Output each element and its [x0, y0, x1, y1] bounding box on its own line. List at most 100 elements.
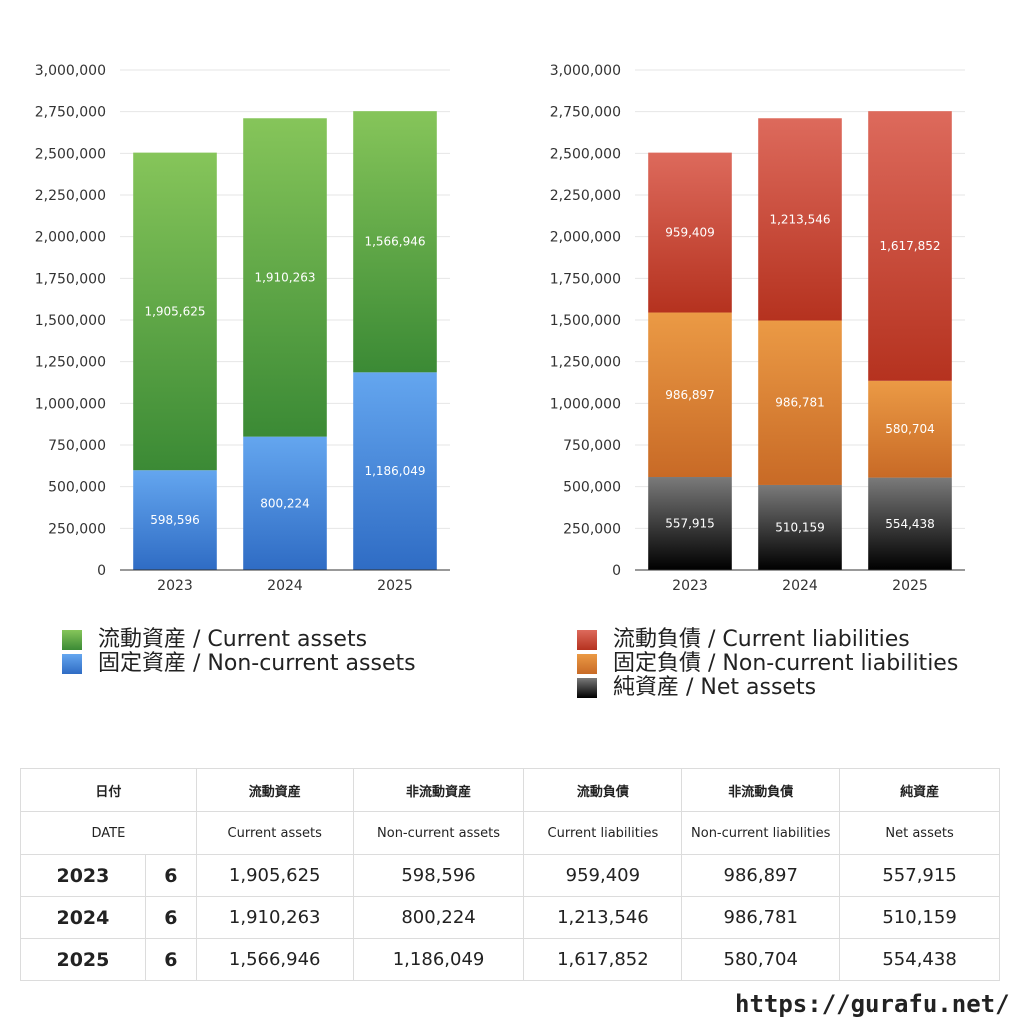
assets-legend: 流動資産 / Current assets 固定資産 / Non-current…	[62, 628, 416, 676]
cell-current-assets: 1,910,263	[195, 896, 354, 939]
x-tick-label: 2023	[157, 578, 193, 594]
y-tick-label: 2,250,000	[550, 188, 621, 204]
data-label-current-liabilities-2024: 1,213,546	[769, 212, 830, 226]
legend-swatch-current-liabilities	[577, 630, 597, 650]
y-tick-label: 1,500,000	[35, 313, 106, 329]
cell-non-current-liabilities: 986,781	[681, 896, 841, 939]
cell-net-assets: 510,159	[839, 896, 1000, 939]
y-tick-label: 2,750,000	[550, 105, 621, 121]
legend-label-non-current-assets: 固定資産 / Non-current assets	[98, 651, 416, 676]
x-tick-label: 2024	[267, 578, 303, 594]
legend-label-current-liabilities: 流動負債 / Current liabilities	[613, 627, 910, 652]
liabilities-chart-svg: 0 250,000 500,000 750,000 1,000,000 1,250,000…	[550, 63, 965, 594]
bar-current-liabilities-2024	[758, 118, 842, 321]
cell-year: 2024	[20, 896, 146, 939]
assets-chart: 0 250,000 500,000 750,000 1,000,000 1,250,000…	[10, 40, 480, 610]
y-tick-label: 750,000	[563, 438, 621, 454]
data-label-current-assets-2023: 1,905,625	[144, 304, 205, 318]
bar-current-assets-2024	[243, 118, 327, 437]
y-tick-label: 750,000	[48, 438, 106, 454]
y-tick-label: 3,000,000	[550, 63, 621, 79]
liabilities-legend: 流動負債 / Current liabilities 固定負債 / Non-cu…	[577, 628, 958, 700]
x-tick-label: 2025	[377, 578, 413, 594]
table-row: 2024 6 1,910,263 800,224 1,213,546 986,7…	[20, 896, 1000, 939]
header-net-assets-en: Net assets	[839, 811, 1000, 855]
cell-current-liabilities: 959,409	[523, 854, 683, 897]
cell-year: 2025	[20, 938, 146, 981]
data-label-non-current-liabilities-2024: 986,781	[775, 396, 825, 410]
y-tick-label: 1,000,000	[35, 396, 106, 412]
cell-non-current-assets: 598,596	[352, 854, 525, 897]
cell-current-liabilities: 1,617,852	[523, 938, 683, 981]
bar-non-current-liabilities-2023	[648, 312, 732, 478]
y-tick-label: 1,250,000	[550, 355, 621, 371]
legend-item-current-liabilities: 流動負債 / Current liabilities	[577, 628, 958, 652]
y-tick-label: 1,500,000	[550, 313, 621, 329]
cell-non-current-liabilities: 580,704	[681, 938, 841, 981]
legend-item-current-assets: 流動資産 / Current assets	[62, 628, 416, 652]
cell-non-current-liabilities: 986,897	[681, 854, 841, 897]
header-non-current-liabilities-en: Non-current liabilities	[681, 811, 841, 855]
cell-month: 6	[144, 938, 197, 981]
data-label-net-assets-2023: 557,915	[665, 517, 715, 531]
y-tick-label: 250,000	[48, 521, 106, 537]
data-label-net-assets-2024: 510,159	[775, 520, 825, 534]
y-tick-label: 2,500,000	[550, 146, 621, 162]
legend-label-current-assets: 流動資産 / Current assets	[98, 627, 368, 652]
y-tick-label: 1,250,000	[35, 355, 106, 371]
data-label-non-current-assets-2025: 1,186,049	[364, 464, 425, 478]
header-non-current-assets-en: Non-current assets	[352, 811, 525, 855]
y-tick-label: 250,000	[563, 521, 621, 537]
x-tick-label: 2025	[892, 578, 928, 594]
bar-current-liabilities-2025	[868, 111, 952, 381]
header-net-assets-jp: 純資産	[839, 768, 1000, 812]
bar-net-assets-2025	[868, 477, 952, 570]
table-row: 2023 6 1,905,625 598,596 959,409 986,897…	[20, 854, 1000, 897]
header-current-liabilities-jp: 流動負債	[523, 768, 683, 812]
bar-net-assets-2024	[758, 484, 842, 570]
data-label-non-current-liabilities-2023: 986,897	[665, 388, 715, 402]
liabilities-chart: 0 250,000 500,000 750,000 1,000,000 1,250,000…	[525, 40, 995, 610]
site-url[interactable]: https://gurafu.net/	[735, 990, 1010, 1018]
cell-net-assets: 557,915	[839, 854, 1000, 897]
cell-month: 6	[144, 854, 197, 897]
header-non-current-liabilities-jp: 非流動負債	[681, 768, 841, 812]
bar-current-assets-2023	[133, 152, 217, 471]
legend-label-non-current-liabilities: 固定負債 / Non-current liabilities	[613, 651, 959, 676]
bar-non-current-liabilities-2025	[868, 380, 952, 478]
legend-swatch-current-assets	[62, 630, 82, 650]
cell-non-current-assets: 1,186,049	[352, 938, 525, 981]
cell-current-assets: 1,905,625	[195, 854, 354, 897]
y-tick-label: 500,000	[48, 480, 106, 496]
bar-net-assets-2023	[648, 477, 732, 570]
header-non-current-assets-jp: 非流動資産	[352, 768, 525, 812]
cell-year: 2023	[20, 854, 146, 897]
bar-non-current-assets-2023	[133, 470, 217, 570]
table-header-en: DATE Current assets Non-current assets C…	[20, 811, 1000, 855]
y-tick-label: 0	[97, 563, 106, 579]
legend-swatch-non-current-liabilities	[577, 654, 597, 674]
legend-swatch-non-current-assets	[62, 654, 82, 674]
bar-non-current-liabilities-2024	[758, 320, 842, 485]
data-label-current-assets-2024: 1,910,263	[254, 270, 315, 284]
cell-current-liabilities: 1,213,546	[523, 896, 683, 939]
y-tick-label: 500,000	[563, 480, 621, 496]
cell-month: 6	[144, 896, 197, 939]
x-tick-label: 2024	[782, 578, 818, 594]
data-label-current-liabilities-2023: 959,409	[665, 226, 715, 240]
y-tick-label: 3,000,000	[35, 63, 106, 79]
bar-current-liabilities-2023	[648, 152, 732, 313]
legend-item-non-current-liabilities: 固定負債 / Non-current liabilities	[577, 652, 958, 676]
header-current-assets-jp: 流動資産	[195, 768, 354, 812]
y-tick-label: 0	[612, 563, 621, 579]
header-current-assets-en: Current assets	[195, 811, 354, 855]
table-row: 2025 6 1,566,946 1,186,049 1,617,852 580…	[20, 938, 1000, 981]
table-header-jp: 日付 流動資産 非流動資産 流動負債 非流動負債 純資産	[20, 768, 1000, 812]
cell-non-current-assets: 800,224	[352, 896, 525, 939]
legend-swatch-net-assets	[577, 678, 597, 698]
financial-data-table: 日付 流動資産 非流動資産 流動負債 非流動負債 純資産 DATE Curren…	[20, 768, 1000, 981]
assets-chart-svg: 0 250,000 500,000 750,000 1,000,000 1,250,000…	[35, 63, 450, 594]
data-label-net-assets-2025: 554,438	[885, 517, 935, 531]
header-date-en: DATE	[20, 811, 197, 855]
bar-non-current-assets-2025	[353, 372, 437, 570]
